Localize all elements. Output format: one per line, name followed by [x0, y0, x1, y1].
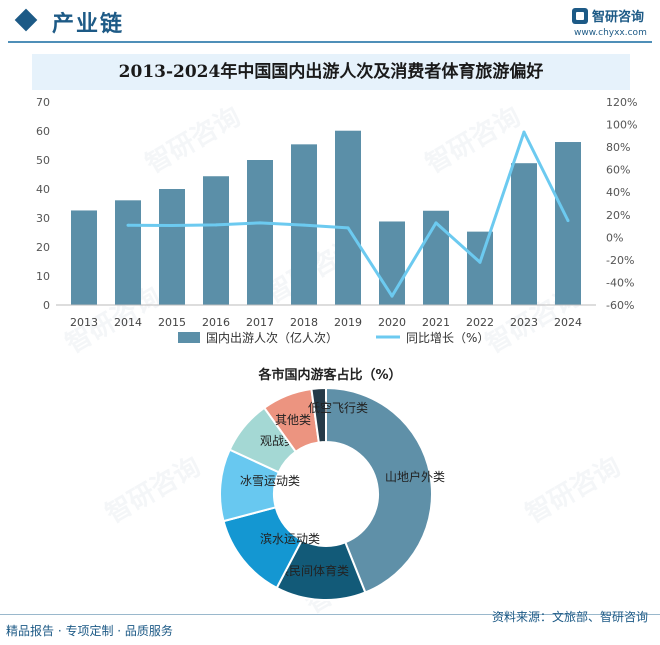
y-left-tick-label: 0	[43, 299, 50, 312]
growth-point	[390, 294, 394, 298]
donut-slice	[310, 386, 327, 444]
x-tick-label: 2019	[334, 316, 362, 329]
y-left-tick-label: 20	[36, 241, 50, 254]
y-left-tick-label: 10	[36, 270, 50, 283]
growth-point	[302, 223, 306, 227]
y-right-tick-label: 80%	[606, 141, 630, 154]
x-tick-label: 2014	[114, 316, 142, 329]
donut-slice	[325, 386, 433, 594]
slice-label: 低空飞行类	[308, 401, 368, 415]
bar	[335, 130, 361, 305]
x-tick-label: 2013	[70, 316, 98, 329]
y-right-tick-label: 120%	[606, 96, 637, 109]
x-tick-label: 2020	[378, 316, 406, 329]
growth-point	[478, 260, 482, 264]
bar	[203, 176, 229, 305]
x-tick-label: 2023	[510, 316, 538, 329]
bar	[555, 142, 581, 305]
growth-point	[258, 221, 262, 225]
chart-title-band: 2013-2024年中国国内出游人次及消费者体育旅游偏好	[32, 54, 630, 90]
brand-logo: 智研咨询 www.chyxx.com	[572, 6, 652, 44]
bar	[247, 160, 273, 305]
bar	[379, 221, 405, 305]
y-right-tick-label: 40%	[606, 186, 630, 199]
logo-icon	[572, 8, 588, 24]
footer-slogan: 精品报告 · 专项定制 · 品质服务	[6, 624, 173, 638]
pie-title: 各市国内游客占比（%）	[258, 368, 402, 383]
y-right-tick-label: 100%	[606, 119, 637, 132]
y-left-tick-label: 50	[36, 154, 50, 167]
slice-label: 其他类	[275, 413, 311, 427]
x-tick-label: 2022	[466, 316, 494, 329]
bar	[159, 189, 185, 305]
legend-swatch-bar	[178, 332, 200, 343]
watermark-text: 智研咨询	[520, 451, 626, 530]
section-title: 产业链	[52, 12, 125, 37]
growth-point	[434, 221, 438, 225]
y-left-tick-label: 70	[36, 96, 50, 109]
slice-label: 山地户外类	[385, 469, 445, 484]
header: 产业链 智研咨询 www.chyxx.com	[0, 0, 660, 44]
logo-url: www.chyxx.com	[574, 28, 647, 38]
y-right-tick-label: 0%	[606, 231, 623, 244]
footer-source: 资料来源：文旅部、智研咨询	[491, 610, 648, 624]
growth-point	[346, 226, 350, 230]
growth-point	[170, 223, 174, 227]
x-tick-label: 2021	[422, 316, 450, 329]
y-right-tick-label: -20%	[606, 254, 634, 267]
slice-label: 滨水运动类	[260, 531, 320, 546]
chart-title: 2013-2024年中国国内出游人次及消费者体育旅游偏好	[118, 62, 544, 82]
diamond-icon	[14, 8, 38, 32]
footer-divider	[0, 614, 660, 615]
x-tick-label: 2017	[246, 316, 274, 329]
growth-point	[566, 219, 570, 223]
slice-label: 冰雪运动类	[240, 474, 300, 488]
bar	[423, 210, 449, 305]
bar	[467, 231, 493, 305]
growth-point	[522, 130, 526, 134]
bar	[115, 200, 141, 305]
legend-label-bar: 国内出游人次（亿人次）	[206, 330, 338, 345]
y-right-tick-label: -60%	[606, 299, 634, 312]
growth-point	[214, 223, 218, 227]
header-divider	[8, 41, 652, 43]
y-left-tick-label: 30	[36, 212, 50, 225]
y-left-tick-label: 60	[36, 125, 50, 138]
bar	[511, 163, 537, 305]
x-tick-label: 2018	[290, 316, 318, 329]
y-right-tick-label: 20%	[606, 209, 630, 222]
x-tick-label: 2016	[202, 316, 230, 329]
x-tick-label: 2015	[158, 316, 186, 329]
logo-name: 智研咨询	[592, 10, 645, 25]
bar	[71, 210, 97, 305]
y-right-tick-label: 60%	[606, 164, 630, 177]
y-right-tick-label: -40%	[606, 276, 634, 289]
legend-label-line: 同比增长（%）	[406, 331, 489, 345]
bar-line-chart: 0 10 20 30 40 50 60 70 -60% -40% -20% 0% 20% 40% 60% 80…	[36, 96, 637, 345]
x-tick-label: 2024	[554, 316, 582, 329]
growth-point	[126, 223, 130, 227]
y-left-tick-label: 40	[36, 183, 50, 196]
